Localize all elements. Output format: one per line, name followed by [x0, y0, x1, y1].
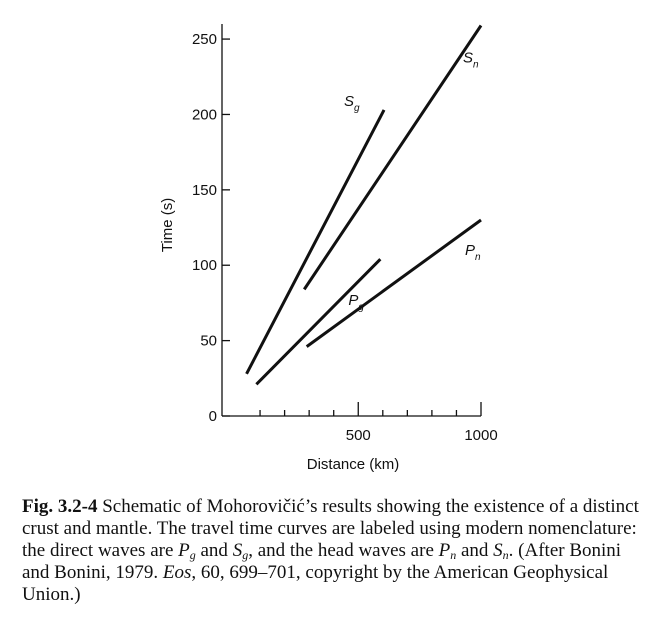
caption-text: , 60, 699–701, copyright by the American… — [22, 562, 609, 605]
series-label-subscript: n — [475, 252, 481, 263]
chart-axes: 0 50 100 150 200 250 500 1000 — [192, 24, 498, 444]
caption-journal: Eos — [162, 562, 192, 583]
series-label-base: S — [463, 50, 473, 67]
caption-subscript: g — [242, 548, 249, 562]
series-label-sg: Sg — [344, 93, 360, 114]
caption-text: and — [195, 540, 233, 561]
caption-subscript: g — [189, 548, 196, 562]
x-axis-label: Distance (km) — [307, 456, 400, 473]
y-tick-label: 250 — [192, 31, 217, 48]
series-label-pg: Pg — [348, 292, 364, 313]
x-tick-label: 1000 — [464, 427, 497, 444]
y-tick-label: 150 — [192, 182, 217, 199]
series-label-subscript: g — [354, 103, 360, 114]
series-label-base: P — [348, 292, 358, 309]
figure-caption: Fig. 3.2-4 Schematic of Mohorovičić’s re… — [22, 496, 647, 606]
caption-symbol: S — [493, 540, 503, 561]
caption-text: . (After Bonini and Bonini, 1979. — [22, 540, 622, 583]
y-tick-label: 50 — [200, 333, 217, 350]
caption-subscript: n — [450, 548, 457, 562]
caption-subscript: n — [502, 548, 509, 562]
y-axis-label: Time (s) — [159, 198, 176, 252]
series-line-pg — [255, 258, 382, 386]
series-label-base: S — [344, 93, 354, 110]
series-label-subscript: n — [473, 60, 479, 71]
series-label-base: P — [465, 242, 475, 259]
y-tick-label: 100 — [192, 257, 217, 274]
series-label-pn: Pn — [465, 242, 481, 263]
caption-symbol: P — [438, 540, 451, 561]
series-line-pn — [305, 218, 482, 348]
series-label-subscript: g — [358, 302, 364, 313]
y-tick-label: 200 — [192, 106, 217, 123]
y-tick-label: 0 — [209, 408, 217, 425]
caption-text: and — [456, 540, 494, 561]
caption-text: Schematic of Mohorovičić’s results showi… — [22, 496, 639, 561]
caption-symbol: P — [178, 540, 190, 561]
series-label-sn: Sn — [463, 50, 479, 71]
x-tick-label: 500 — [346, 427, 371, 444]
caption-symbol: S — [232, 540, 243, 561]
series-line-sg — [245, 109, 386, 375]
series-lines — [245, 24, 483, 386]
caption-text: , and the head waves are — [248, 540, 439, 561]
figure-number: Fig. 3.2-4 — [22, 496, 98, 517]
series-line-sn — [302, 24, 483, 291]
